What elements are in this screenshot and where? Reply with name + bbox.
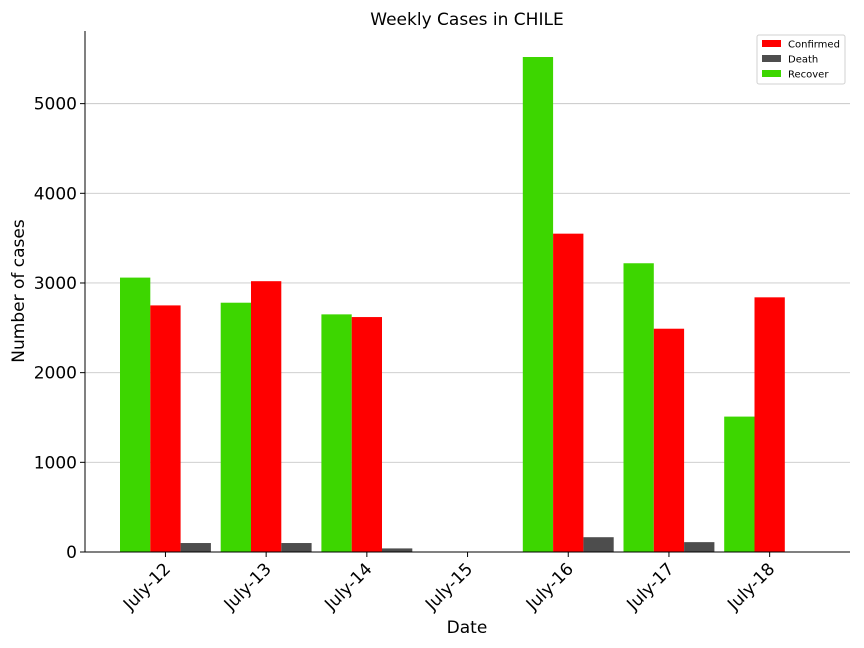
bar-death-july-12 xyxy=(180,543,211,552)
legend: Confirmed Death Recover xyxy=(756,34,846,85)
chart-title: Weekly Cases in CHILE xyxy=(370,10,563,30)
y-tick-label: 4000 xyxy=(34,184,77,204)
bars xyxy=(120,57,785,553)
bar-recover-july-13 xyxy=(220,302,251,552)
x-axis-title: Date xyxy=(447,618,488,638)
y-tick-label: 2000 xyxy=(34,364,77,384)
y-tick-label: 3000 xyxy=(34,274,77,294)
bar-confirmed-july-13 xyxy=(251,281,282,552)
bar-death-july-13 xyxy=(281,543,312,552)
x-tick-label: July-13 xyxy=(220,559,276,615)
legend-swatch-confirmed xyxy=(762,40,781,47)
bar-death-july-14 xyxy=(382,548,413,552)
bar-recover-july-12 xyxy=(120,277,151,552)
bar-recover-july-14 xyxy=(321,314,352,552)
y-axis-ticks: 0 1000 2000 3000 4000 5000 xyxy=(34,95,85,563)
bar-confirmed-july-18 xyxy=(754,297,785,552)
legend-label-recover: Recover xyxy=(788,70,829,81)
y-tick-label: 5000 xyxy=(34,95,77,115)
y-axis-title: Number of cases xyxy=(9,219,29,363)
grid xyxy=(85,103,850,463)
bar-recover-july-16 xyxy=(522,57,554,553)
y-tick-label: 0 xyxy=(66,543,77,563)
y-tick-label: 1000 xyxy=(34,453,77,473)
x-tick-label: July-18 xyxy=(723,559,779,615)
bar-confirmed-july-12 xyxy=(150,305,181,552)
legend-label-confirmed: Confirmed xyxy=(788,40,840,51)
bar-confirmed-july-14 xyxy=(351,317,382,552)
bar-recover-july-17 xyxy=(623,263,654,552)
legend-label-death: Death xyxy=(788,55,818,66)
x-tick-label: July-15 xyxy=(421,559,477,615)
bar-recover-july-18 xyxy=(724,416,755,552)
bar-confirmed-july-16 xyxy=(553,233,584,552)
x-tick-label: July-17 xyxy=(623,559,679,615)
bar-confirmed-july-17 xyxy=(653,328,685,552)
legend-swatch-recover xyxy=(762,70,781,77)
bar-death-july-16 xyxy=(583,537,614,552)
x-tick-label: July-12 xyxy=(119,559,175,615)
bar-death-july-17 xyxy=(684,542,715,552)
legend-swatch-death xyxy=(762,55,781,62)
x-tick-label: July-16 xyxy=(522,559,578,615)
x-tick-label: July-14 xyxy=(320,559,376,615)
x-axis-ticks: July-12 July-13 July-14 July-15 July-16 July-… xyxy=(119,552,779,615)
